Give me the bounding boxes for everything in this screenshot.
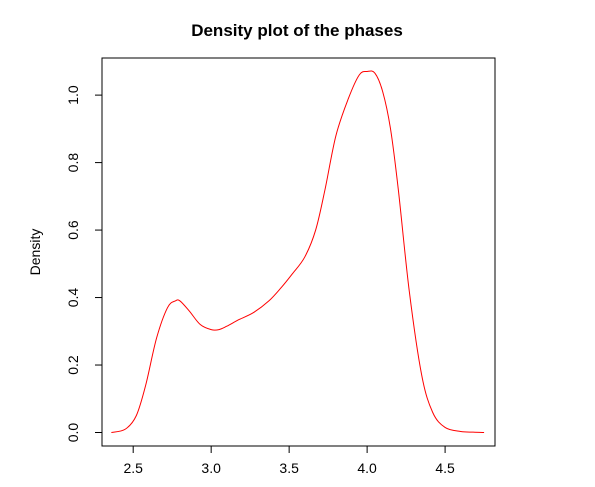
y-axis-title: Density <box>27 229 43 276</box>
x-tick-label: 3.0 <box>201 460 221 476</box>
y-tick-label: 0.4 <box>65 288 81 308</box>
y-tick-label: 1.0 <box>65 85 81 105</box>
chart-title: Density plot of the phases <box>191 21 403 40</box>
x-tick-label: 4.0 <box>357 460 377 476</box>
y-tick-label: 0.2 <box>65 355 81 375</box>
density-series-line <box>111 70 485 433</box>
x-tick-label: 3.5 <box>279 460 299 476</box>
plot-frame <box>101 57 496 447</box>
y-tick-label: 0.8 <box>65 153 81 173</box>
y-tick-label: 0.6 <box>65 220 81 240</box>
x-tick-label: 4.5 <box>435 460 455 476</box>
y-tick-label: 0.0 <box>65 423 81 443</box>
y-axis: 0.0 0.2 0.4 0.6 0.8 1.0 <box>65 85 103 443</box>
x-axis: 2.5 3.0 3.5 4.0 4.5 <box>123 445 455 476</box>
x-tick-label: 2.5 <box>123 460 143 476</box>
